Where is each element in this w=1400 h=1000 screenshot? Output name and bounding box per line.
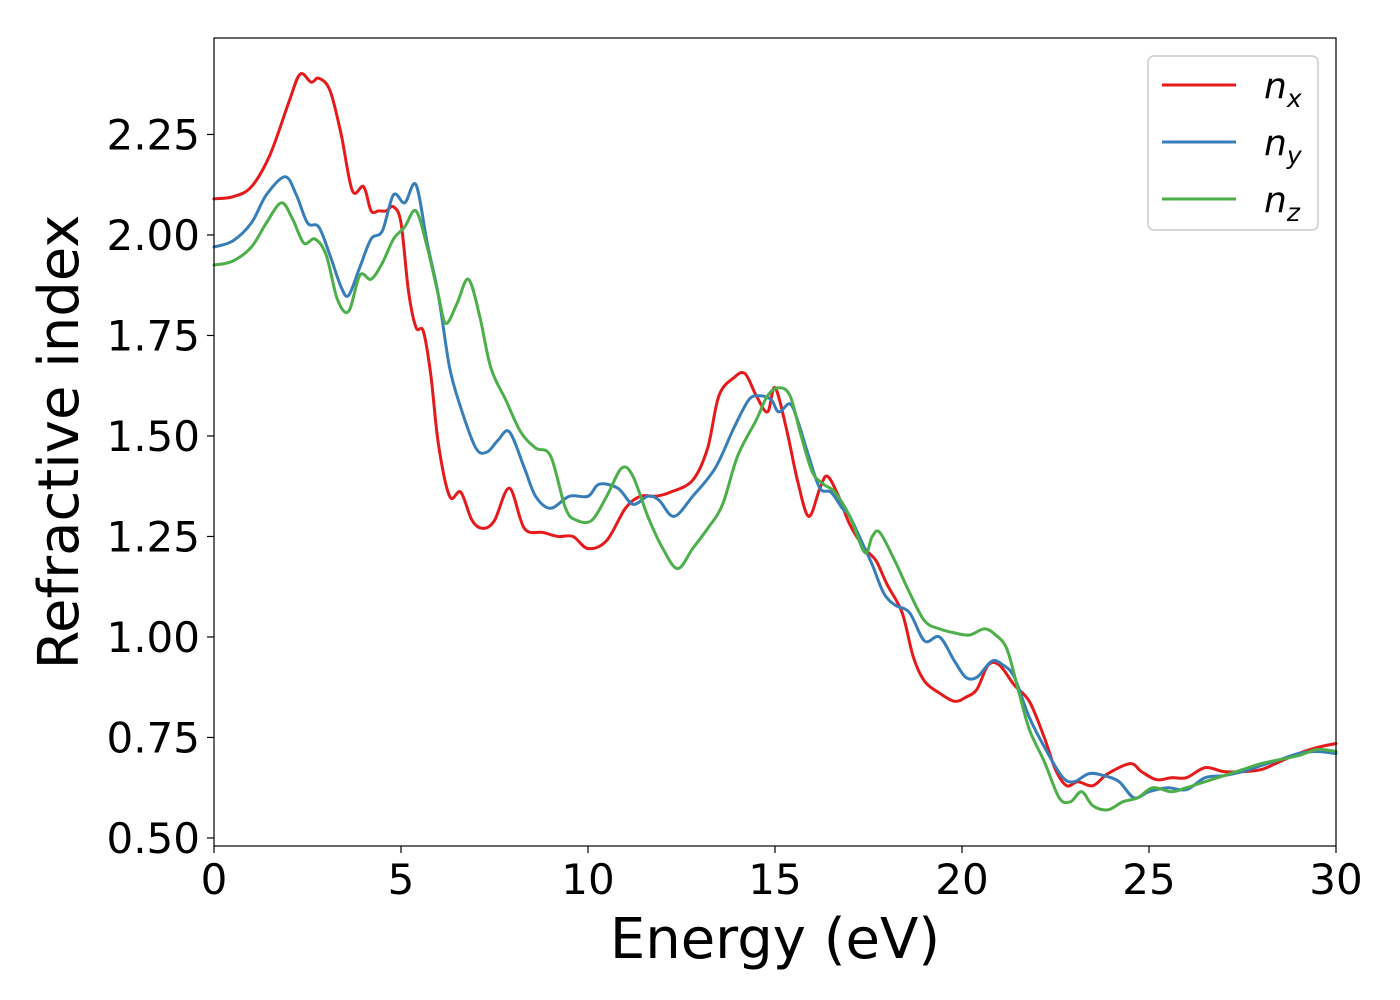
legend-label-base: n (1264, 180, 1287, 221)
x-tick-label: 30 (1309, 855, 1362, 904)
y-tick-label: 1.00 (106, 613, 200, 662)
x-tick-label: 15 (748, 855, 801, 904)
y-tick-label: 0.50 (106, 814, 200, 863)
series-line-n-y (212, 175, 1338, 800)
legend-label-base: n (1264, 123, 1287, 164)
y-tick-label: 1.75 (106, 311, 200, 360)
x-tick-label: 5 (388, 855, 415, 904)
y-tick-label: 2.00 (106, 211, 200, 260)
y-tick-label: 0.75 (106, 713, 200, 762)
x-axis-label: Energy (eV) (610, 907, 940, 972)
series-line-n-z (212, 201, 1338, 812)
x-axis: 0 5 10 15 20 25 30 (201, 846, 1363, 904)
x-tick-label: 25 (1122, 855, 1175, 904)
x-tick-label: 20 (935, 855, 988, 904)
legend-label-subscript: z (1286, 198, 1301, 227)
legend-label-subscript: x (1286, 84, 1302, 113)
legend-label-base: n (1264, 66, 1287, 107)
legend-label: ny (1264, 123, 1303, 170)
y-tick-label: 2.25 (106, 110, 200, 159)
legend-label: nx (1264, 66, 1302, 113)
y-tick-label: 1.25 (106, 512, 200, 561)
x-tick-label: 0 (201, 855, 228, 904)
legend-label-subscript: y (1286, 141, 1303, 170)
y-tick-label: 1.50 (106, 412, 200, 461)
y-axis-label: Refractive index (27, 215, 92, 670)
legend-label: nz (1264, 180, 1301, 227)
y-axis: 0.50 0.75 1.00 1.25 1.50 1.75 2.00 2.25 (106, 110, 214, 863)
x-tick-label: 10 (561, 855, 614, 904)
plot-lines (212, 72, 1338, 812)
